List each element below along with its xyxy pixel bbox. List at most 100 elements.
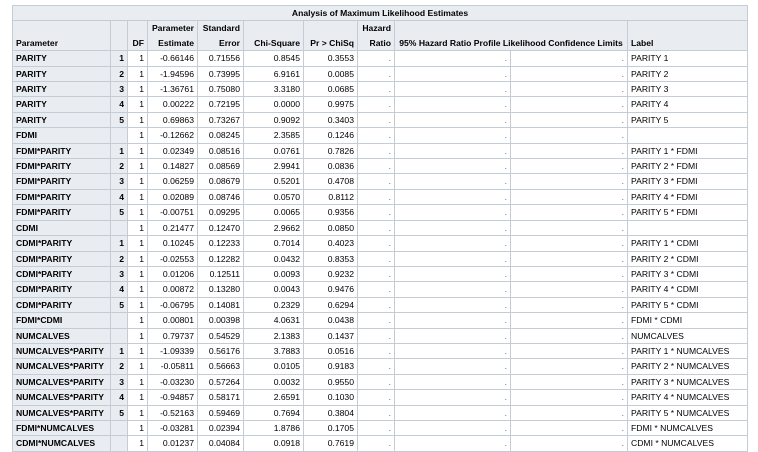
cell-prob: 0.0438: [303, 312, 358, 329]
cell-prob: 0.9356: [303, 204, 358, 221]
cell-parameter: FDMI*PARITY: [12, 204, 111, 221]
cell-estimate: -0.12662: [147, 127, 198, 144]
cell-parameter: FDMI*PARITY: [12, 173, 111, 190]
header-estimate-line1: Parameter: [151, 23, 194, 34]
cell-estimate: -0.00751: [147, 204, 198, 221]
cell-parameter: NUMCALVES*PARITY: [12, 358, 111, 375]
cell-estimate: -0.02553: [147, 250, 198, 267]
cell-class: [110, 127, 128, 144]
cell-df: 1: [127, 204, 148, 221]
cell-label: PARITY 4 * FDMI: [627, 188, 748, 206]
table-row: FDMI*PARITY 2 1 0.14827 0.08569 2.9941 0.0836.…: [12, 158, 748, 175]
cell-parameter: CDMI*PARITY: [12, 235, 111, 252]
cell-stderr: 0.12233: [197, 235, 244, 252]
cell-lower-limit: .: [394, 188, 511, 206]
cell-chisq: 0.7014: [243, 235, 304, 252]
cell-lower-limit: .: [394, 373, 511, 391]
cell-hazard-ratio: .: [357, 188, 395, 206]
table-body: PARITY 1 1 -0.66146 0.71556 0.8545 0.3553... PA…: [12, 50, 748, 452]
cell-class: [110, 435, 128, 452]
cell-upper-limit: .: [510, 342, 628, 360]
cell-stderr: 0.73267: [197, 111, 244, 129]
cell-parameter: FDMI*PARITY: [12, 142, 111, 160]
cell-parameter: FDMI*NUMCALVES: [12, 419, 111, 437]
cell-label: PARITY 2 * CDMI: [627, 250, 748, 267]
cell-chisq: 0.0093: [243, 265, 304, 283]
cell-estimate: -0.03230: [147, 373, 198, 391]
cell-parameter: NUMCALVES: [12, 327, 111, 344]
header-class: [110, 20, 128, 52]
cell-label: PARITY 5 * NUMCALVES: [627, 404, 748, 421]
cell-chisq: 0.0043: [243, 281, 304, 298]
cell-hazard-ratio: .: [357, 419, 395, 437]
cell-class: [110, 327, 128, 344]
cell-class: 4: [110, 389, 128, 406]
cell-upper-limit: .: [510, 312, 628, 329]
cell-prob: 0.1030: [303, 389, 358, 406]
cell-prob: 0.3804: [303, 404, 358, 421]
cell-prob: 0.1246: [303, 127, 358, 144]
cell-chisq: 2.1383: [243, 327, 304, 344]
cell-estimate: -0.05811: [147, 358, 198, 375]
cell-stderr: 0.71556: [197, 50, 244, 67]
cell-label: PARITY 2 * FDMI: [627, 158, 748, 175]
cell-df: 1: [127, 327, 148, 344]
cell-chisq: 0.0918: [243, 435, 304, 452]
cell-hazard-ratio: .: [357, 142, 395, 160]
cell-chisq: 3.7883: [243, 342, 304, 360]
cell-prob: 0.3553: [303, 50, 358, 67]
table-row: FDMI*PARITY 4 1 0.02089 0.08746 0.0570 0.8112.…: [12, 188, 748, 206]
cell-stderr: 0.57264: [197, 373, 244, 391]
cell-label: PARITY 3 * FDMI: [627, 173, 748, 190]
cell-chisq: 0.8545: [243, 50, 304, 67]
cell-label: PARITY 3 * NUMCALVES: [627, 373, 748, 391]
table-row: PARITY 3 1 -1.36761 0.75080 3.3180 0.0685... PA…: [12, 81, 748, 98]
cell-upper-limit: .: [510, 296, 628, 314]
cell-lower-limit: .: [394, 81, 511, 98]
cell-hazard-ratio: .: [357, 312, 395, 329]
cell-parameter: FDMI*PARITY: [12, 188, 111, 206]
cell-hazard-ratio: .: [357, 127, 395, 144]
cell-estimate: 0.01206: [147, 265, 198, 283]
cell-chisq: 0.0432: [243, 250, 304, 267]
cell-class: 5: [110, 204, 128, 221]
cell-parameter: PARITY: [12, 96, 111, 113]
cell-chisq: 0.0065: [243, 204, 304, 221]
cell-chisq: 0.2329: [243, 296, 304, 314]
cell-df: 1: [127, 235, 148, 252]
table-row: CDMI*PARITY 1 1 0.10245 0.12233 0.7014 0.4023.…: [12, 235, 748, 252]
cell-estimate: 0.01237: [147, 435, 198, 452]
cell-estimate: 0.79737: [147, 327, 198, 344]
cell-df: 1: [127, 404, 148, 421]
cell-prob: 0.0836: [303, 158, 358, 175]
cell-parameter: PARITY: [12, 81, 111, 98]
cell-upper-limit: .: [510, 188, 628, 206]
cell-estimate: -0.94857: [147, 389, 198, 406]
cell-stderr: 0.08679: [197, 173, 244, 190]
cell-class: 1: [110, 50, 128, 67]
cell-chisq: 0.7694: [243, 404, 304, 421]
cell-df: 1: [127, 173, 148, 190]
cell-hazard-ratio: .: [357, 435, 395, 452]
cell-estimate: 0.06259: [147, 173, 198, 190]
cell-label: PARITY 1 * NUMCALVES: [627, 342, 748, 360]
header-prob: Pr > ChiSq: [303, 20, 358, 52]
cell-prob: 0.3403: [303, 111, 358, 129]
cell-prob: 0.9550: [303, 373, 358, 391]
cell-lower-limit: .: [394, 142, 511, 160]
cell-parameter: FDMI*CDMI: [12, 312, 111, 329]
cell-parameter: PARITY: [12, 65, 111, 83]
cell-chisq: 2.3585: [243, 127, 304, 144]
cell-class: 2: [110, 65, 128, 83]
cell-class: [110, 419, 128, 437]
cell-upper-limit: .: [510, 142, 628, 160]
cell-upper-limit: .: [510, 219, 628, 237]
cell-label: PARITY 1: [627, 50, 748, 67]
cell-stderr: 0.72195: [197, 96, 244, 113]
cell-df: 1: [127, 111, 148, 129]
cell-hazard-ratio: .: [357, 327, 395, 344]
cell-class: 1: [110, 142, 128, 160]
cell-parameter: CDMI*PARITY: [12, 250, 111, 267]
cell-stderr: 0.08245: [197, 127, 244, 144]
cell-prob: 0.9232: [303, 265, 358, 283]
